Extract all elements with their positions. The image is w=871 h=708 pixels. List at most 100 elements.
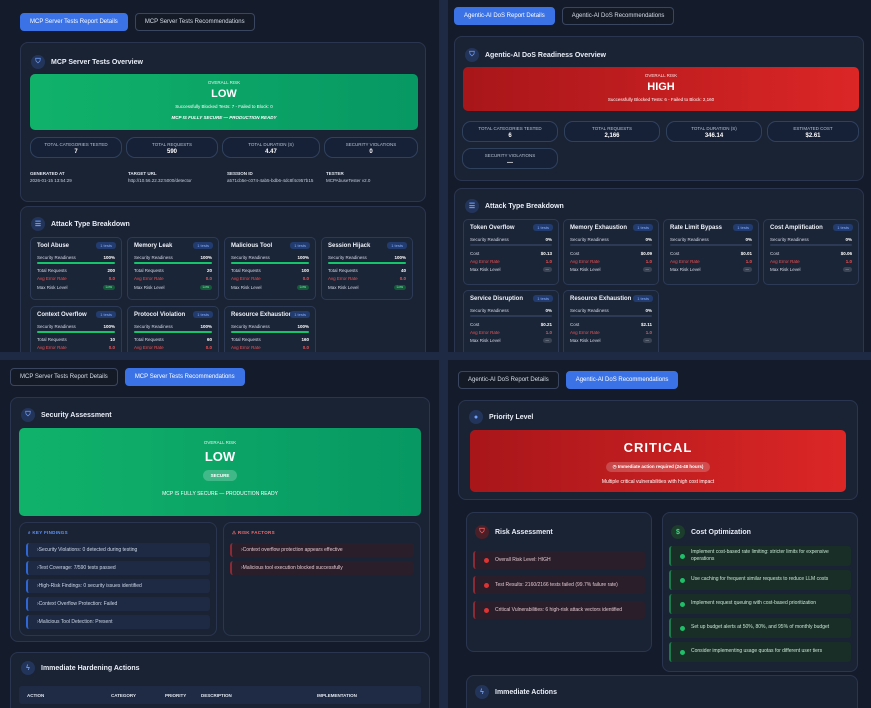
row-value: 100% — [103, 255, 115, 260]
attack-test-count: 1 tests — [633, 224, 653, 231]
stat-row: Cost $0.06 — [770, 251, 852, 256]
tab-dos-report-details[interactable]: Agentic-AI DoS Report Details — [458, 371, 559, 389]
attack-name: Tool Abuse — [37, 243, 69, 249]
stat-row: Max Risk Level — — [570, 338, 652, 343]
warning-icon: ⚠ — [232, 530, 238, 535]
key-finding-text: Context Overflow Protection: Failed — [38, 601, 118, 607]
stat-row: Total Requests 10 — [37, 337, 115, 342]
stat-row: Cost $0.09 — [570, 251, 652, 256]
row-label: Security Readiness — [470, 308, 509, 313]
tab-mcp-recommendations[interactable]: MCP Server Tests Recommendations — [124, 368, 245, 386]
key-finding-text: Malicious Tool Detection: Present — [38, 619, 113, 625]
assessment-risk-banner: OVERALL RISK LOW SECURE MCP IS FULLY SEC… — [19, 428, 421, 516]
row-label: Security Readiness — [770, 237, 809, 242]
dos-stat-duration: TOTAL DURATION (S) 346.14 — [666, 121, 762, 142]
priority-heading: ● Priority Level — [469, 410, 533, 424]
dos-breakdown-heading: ☰ Attack Type Breakdown — [465, 199, 564, 213]
attack-test-count: 1 tests — [193, 311, 213, 318]
row-label: Max Risk Level — [570, 338, 601, 343]
risk-factor-text: Malicious tool execution blocked success… — [242, 565, 343, 571]
th-priority: PRIORITY — [165, 693, 187, 698]
stat-row: Security Readiness 100% — [328, 255, 406, 260]
risk-level-badge: — — [742, 267, 752, 272]
risk-level-badge: — — [542, 338, 552, 343]
row-label: Cost — [470, 322, 480, 327]
attack-name: Memory Exhaustion — [570, 225, 628, 231]
stat-row: Total Requests 20 — [134, 268, 212, 273]
row-value: 0% — [645, 237, 652, 242]
row-value: 1.0 — [845, 259, 852, 264]
stat-row: Max Risk Level — — [470, 267, 552, 272]
bolt-icon: ϟ — [475, 685, 489, 699]
readiness-bar — [134, 331, 212, 333]
risk-factor-item: › Malicious tool execution blocked succe… — [230, 561, 414, 575]
check-icon — [680, 625, 685, 631]
tab-dos-report-details[interactable]: Agentic-AI DoS Report Details — [454, 7, 555, 25]
assessment-heading: ⛉ Security Assessment — [21, 408, 112, 422]
key-finding-text: Security Violations: 0 detected during t… — [38, 547, 138, 553]
immediate-actions-heading: ϟ Immediate Actions — [475, 685, 557, 699]
row-label: Max Risk Level — [328, 285, 359, 290]
cost-item: Consider implementing usage quotas for d… — [669, 642, 851, 662]
priority-banner: CRITICAL ◷ Immediate action required (24… — [470, 430, 846, 492]
stat-row: Max Risk Level Low — [37, 285, 115, 290]
row-value: $0.09 — [640, 251, 652, 256]
dos-overview-title: Agentic-AI DoS Readiness Overview — [485, 51, 606, 59]
tab-dos-recommendations[interactable]: Agentic-AI DoS Recommendations — [561, 7, 675, 25]
row-label: Max Risk Level — [670, 267, 701, 272]
security-status: MCP IS FULLY SECURE — PRODUCTION READY — [171, 115, 277, 120]
row-value: 20 — [206, 268, 212, 273]
row-value: 1.0 — [645, 259, 652, 264]
stat-violations: SECURITY VIOLATIONS 0 — [324, 137, 418, 158]
cost-item-text: Implement cost-based rate limiting: stri… — [691, 548, 829, 563]
row-value: 0.0 — [108, 276, 115, 281]
tab-mcp-report-details[interactable]: MCP Server Tests Report Details — [10, 368, 118, 386]
row-label: Max Risk Level — [134, 285, 165, 290]
row-label: Cost — [570, 322, 580, 327]
stat-row: Avg Error Rate 0.0 — [134, 345, 212, 350]
readiness-bar — [470, 244, 552, 246]
readiness-bar — [134, 262, 212, 264]
row-label: Avg Error Rate — [470, 259, 500, 264]
key-finding-text: Test Coverage: 7/590 tests passed — [38, 565, 116, 571]
attack-card: Tool Abuse 1 tests Security Readiness 100% T… — [30, 237, 122, 300]
row-label: Avg Error Rate — [231, 276, 261, 281]
assessment-status: MCP IS FULLY SECURE — PRODUCTION READY — [162, 491, 278, 497]
row-value: $0.06 — [840, 251, 852, 256]
stat-row: Total Requests 100 — [231, 268, 309, 273]
row-value: 0% — [645, 308, 652, 313]
shield-icon: ⛉ — [31, 55, 45, 69]
stat-row: Max Risk Level — — [770, 267, 852, 272]
stat-row: Security Readiness 100% — [37, 255, 115, 260]
row-label: Security Readiness — [670, 237, 709, 242]
stat-row: Cost $0.21 — [470, 322, 552, 327]
row-label: Security Readiness — [134, 255, 173, 260]
stat-row: Avg Error Rate 1.0 — [570, 330, 652, 335]
assessment-risk-label: OVERALL RISK — [203, 440, 237, 445]
tab-mcp-recommendations[interactable]: MCP Server Tests Recommendations — [134, 13, 255, 31]
check-icon — [680, 601, 685, 607]
row-label: Security Readiness — [231, 255, 270, 260]
mcp-overview-card: ⛉ MCP Server Tests Overview OVERALL RISK… — [20, 42, 426, 202]
stat-row: Cost $0.13 — [470, 251, 552, 256]
th-category: CATEGORY — [111, 693, 137, 698]
overall-risk-label: OVERALL RISK — [207, 80, 241, 85]
tab-mcp-report-details[interactable]: MCP Server Tests Report Details — [20, 13, 128, 31]
alert-dot-icon — [484, 582, 489, 588]
row-label: Avg Error Rate — [570, 330, 600, 335]
stat-row: Avg Error Rate 1.0 — [670, 259, 752, 264]
stat-row: Security Readiness 0% — [670, 237, 752, 242]
row-value: 0.0 — [108, 345, 115, 350]
readiness-bar — [670, 244, 752, 246]
row-value: $0.21 — [540, 322, 552, 327]
cost-item-text: Consider implementing usage quotas for d… — [691, 648, 823, 655]
attack-card: Session Hijack 1 tests Security Readiness 1… — [321, 237, 413, 300]
tab-dos-recommendations[interactable]: Agentic-AI DoS Recommendations — [565, 371, 679, 389]
readiness-fill — [37, 262, 115, 264]
attack-name: Context Overflow — [37, 312, 87, 318]
attack-name: Session Hijack — [328, 243, 371, 249]
row-label: Max Risk Level — [570, 267, 601, 272]
row-label: Max Risk Level — [231, 285, 262, 290]
attack-name: Protocol Violation — [134, 312, 186, 318]
row-label: Cost — [670, 251, 680, 256]
